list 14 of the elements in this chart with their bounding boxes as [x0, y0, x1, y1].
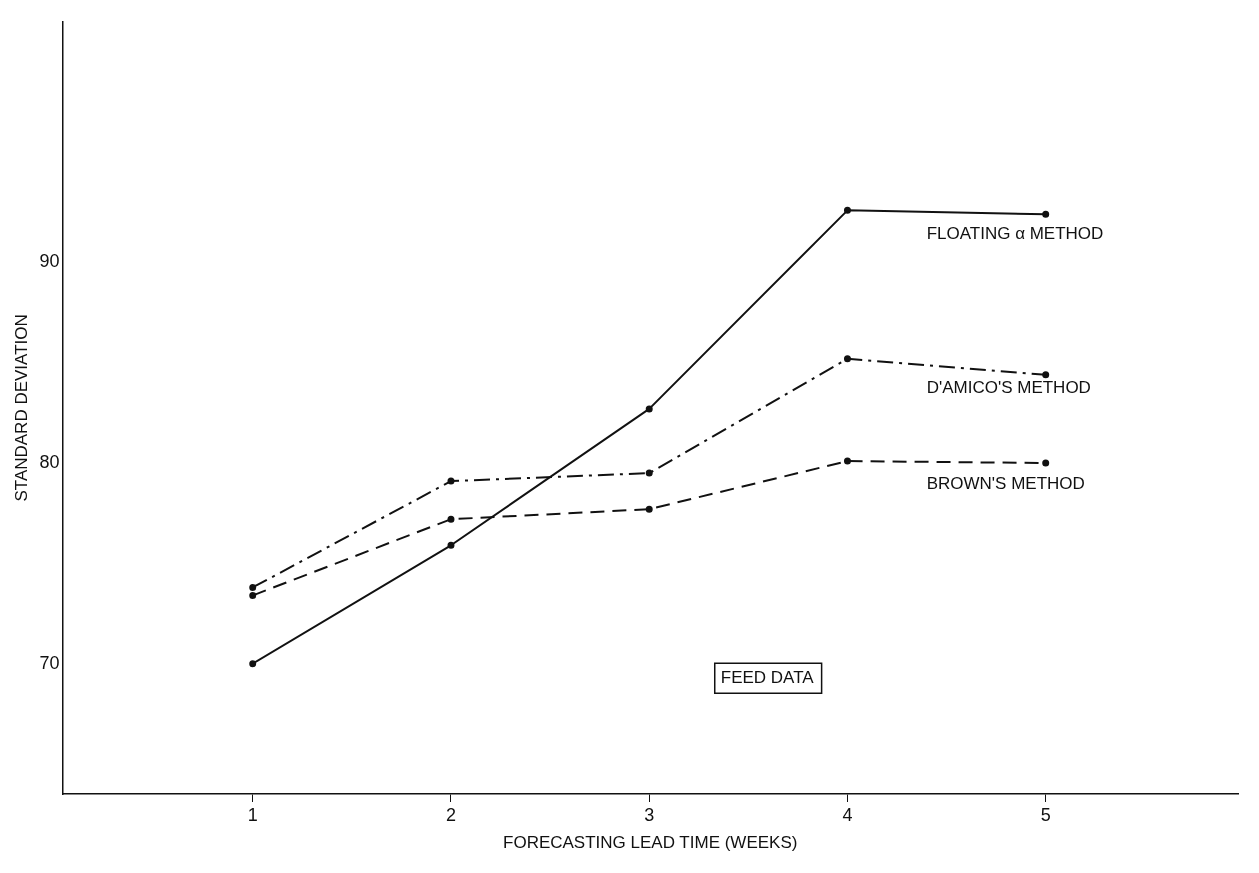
x-tick-label: 5 — [1040, 804, 1051, 825]
x-tick-label: 2 — [445, 804, 456, 825]
x-tick-label: 1 — [247, 804, 258, 825]
y-tick-label: 90 — [39, 251, 60, 272]
series-label: D'AMICO'S METHOD — [926, 377, 1091, 397]
series-label: BROWN'S METHOD — [926, 473, 1085, 493]
y-tick-label: 70 — [39, 652, 60, 673]
x-axis-title: FORECASTING LEAD TIME (WEEKS) — [503, 833, 798, 853]
y-tick-label: 80 — [39, 452, 60, 473]
y-axis-title: STANDARD DEVIATION — [11, 314, 31, 502]
x-tick-label: 3 — [644, 804, 655, 825]
annotation: FEED DATA — [720, 667, 815, 687]
x-tick-label: 4 — [842, 804, 853, 825]
series-label: FLOATING α METHOD — [926, 223, 1104, 243]
